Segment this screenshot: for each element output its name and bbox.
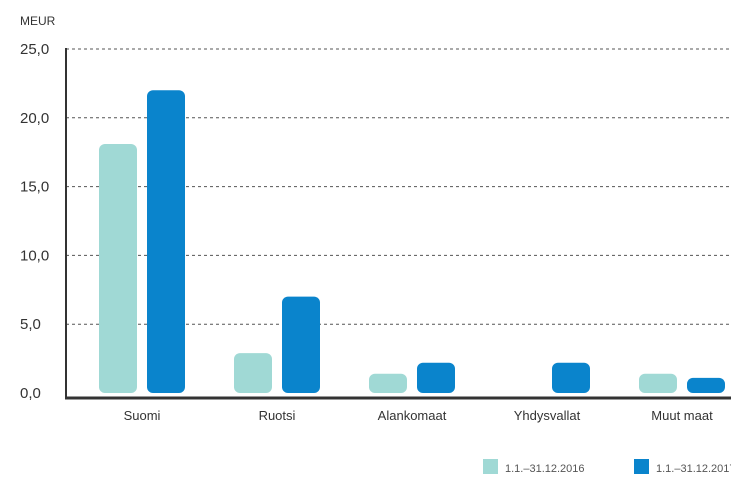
y-tick-label: 25,0 [20,41,49,58]
bar [282,296,320,393]
bar [552,362,590,393]
y-unit-label: MEUR [20,14,56,28]
bar [687,377,725,393]
x-tick-label: Yhdysvallat [514,408,581,423]
x-tick-label: Ruotsi [259,408,296,423]
legend-label: 1.1.–31.12.2017 [656,463,731,475]
x-tick-label: Muut maat [651,408,713,423]
x-tick-label: Alankomaat [378,408,447,423]
legend-label: 1.1.–31.12.2016 [505,463,585,475]
x-axis-ticks: Suomi Ruotsi Alankomaat Yhdysvallat Muut maa… [124,408,714,423]
y-tick-label: 20,0 [20,110,49,127]
x-tick-label: Suomi [124,408,161,423]
bar [417,362,455,393]
bar [369,373,407,393]
bar [234,353,272,393]
legend: 1.1.–31.12.2016 1.1.–31.12.2017 [483,459,731,475]
y-axis-ticks: 0,0 5,0 10,0 15,0 20,0 25,0 [20,41,49,402]
legend-swatch [634,459,649,474]
y-tick-label: 5,0 [20,316,41,333]
bar [99,143,137,393]
bar [147,90,185,393]
bar [639,373,677,393]
y-tick-label: 10,0 [20,247,49,264]
bars [99,90,725,393]
y-tick-label: 0,0 [20,385,41,402]
y-tick-label: 15,0 [20,179,49,196]
legend-swatch [483,459,498,474]
